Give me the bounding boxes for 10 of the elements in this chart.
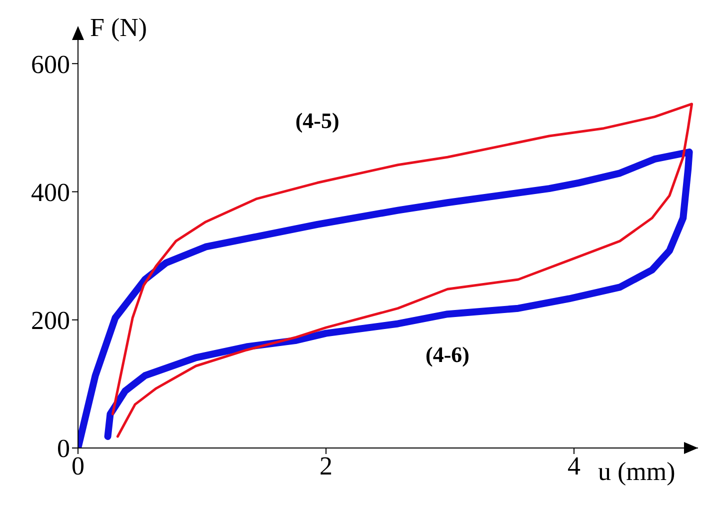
line-series [111,102,694,438]
y-axis-title: F (N) [90,13,148,42]
x-tick-label: 4 [568,451,580,480]
y-tick-label: 600 [31,50,70,79]
x-axis-title: u (mm) [598,457,676,486]
text: (4-5) [295,108,340,133]
y-tick-label: 200 [31,306,70,336]
series-label: (4-6) [426,342,470,368]
y-tick-label: 400 [31,178,70,207]
x-tick-label: 2 [320,451,332,480]
